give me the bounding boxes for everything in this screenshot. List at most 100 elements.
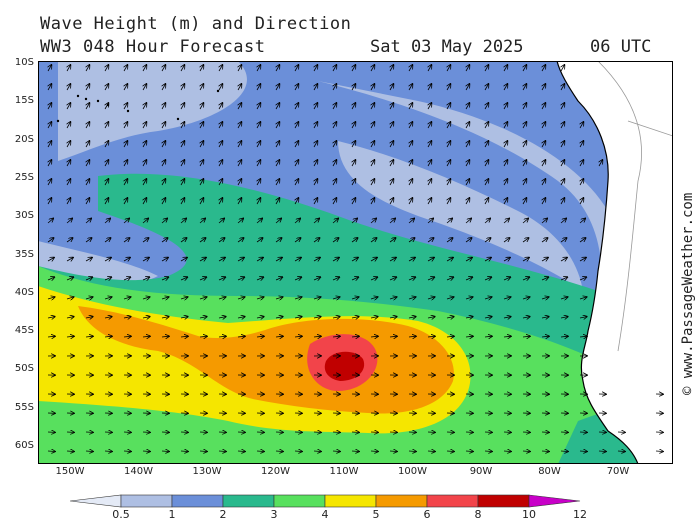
wave-arrow (313, 258, 320, 262)
wave-arrow (67, 103, 71, 110)
wave-arrow (409, 122, 413, 129)
wave-arrow (446, 238, 453, 243)
wave-arrow (332, 451, 340, 452)
legend-tick-label: 10 (522, 508, 536, 521)
wave-arrow (504, 179, 508, 186)
wave-arrow (351, 218, 357, 224)
wave-arrow (313, 238, 320, 243)
wave-arrow (180, 336, 188, 337)
wave-arrow (655, 451, 663, 452)
wave-arrow (66, 277, 73, 280)
wave-arrow (256, 336, 264, 337)
wave-arrow (466, 122, 470, 129)
wave-arrow (295, 65, 299, 72)
wave-arrow (560, 277, 567, 280)
wave-arrow (447, 141, 451, 148)
wave-arrow (104, 451, 112, 452)
wave-arrow (257, 198, 261, 205)
wave-arrow (599, 160, 603, 167)
wave-arrow (390, 103, 394, 110)
wave-arrow (124, 65, 128, 72)
wave-arrow (313, 277, 320, 280)
wave-arrow (162, 198, 166, 205)
wave-arrow (446, 277, 453, 280)
wave-arrow (542, 65, 546, 72)
wave-arrow (66, 336, 74, 337)
longitude-label: 110W (329, 466, 359, 477)
wave-arrow (313, 218, 319, 224)
wave-arrow (256, 238, 263, 243)
wave-arrow (485, 122, 489, 129)
wave-arrow (104, 258, 111, 262)
wave-arrow (66, 451, 74, 452)
wave-arrow (47, 317, 55, 318)
wave-arrow (104, 317, 112, 318)
wave-arrow (370, 451, 378, 452)
wave-arrow (181, 160, 185, 167)
wave-arrow (199, 238, 206, 243)
wave-arrow (351, 297, 359, 299)
wave-arrow (257, 160, 261, 167)
wave-arrow (294, 218, 300, 224)
wave-arrow (447, 103, 451, 110)
wave-arrow (503, 317, 511, 318)
latitude-label: 15S (14, 95, 34, 107)
wave-arrow (390, 141, 394, 148)
wave-arrow (219, 160, 223, 167)
wave-arrow (579, 336, 587, 337)
wave-arrow (561, 160, 565, 167)
wave-arrow (199, 297, 207, 299)
wave-arrow (390, 84, 394, 91)
wave-arrow (466, 103, 470, 110)
wave-arrow (181, 65, 185, 72)
wave-arrow (580, 141, 584, 148)
wave-arrow (275, 258, 282, 262)
wave-arrow (66, 238, 73, 243)
wave-arrow (161, 218, 167, 224)
wave-arrow (85, 218, 91, 224)
wave-arrow (181, 122, 185, 129)
wave-arrow (351, 336, 359, 337)
wave-arrow (295, 179, 299, 186)
wave-arrow (142, 238, 149, 243)
wave-arrow (66, 317, 74, 318)
wave-arrow (579, 297, 587, 299)
wave-arrow (161, 317, 169, 318)
wave-arrow (257, 65, 261, 72)
wave-arrow (200, 160, 204, 167)
wave-arrow (389, 451, 397, 452)
wave-arrow (294, 277, 301, 280)
wave-arrow (256, 297, 264, 299)
latitude-label: 50S (14, 363, 34, 375)
wave-arrow (199, 277, 206, 280)
wave-arrow (123, 451, 131, 452)
wave-arrow (371, 65, 375, 72)
wave-arrow (200, 141, 204, 148)
wave-map[interactable] (38, 61, 673, 464)
wave-arrow (199, 451, 207, 452)
wave-arrow (447, 65, 451, 72)
wave-arrow (66, 258, 73, 262)
wave-arrow (389, 297, 397, 299)
wave-arrow (199, 336, 207, 337)
wave-arrow (427, 451, 435, 452)
latitude-label: 35S (14, 248, 34, 260)
wave-arrow (313, 336, 321, 337)
wave-arrow (276, 141, 280, 148)
latitude-label: 20S (14, 133, 34, 145)
wave-arrow (333, 103, 337, 110)
wave-arrow (465, 258, 472, 262)
wave-arrow (560, 258, 567, 262)
wave-arrow (371, 103, 375, 110)
wave-arrow (428, 198, 432, 205)
wave-arrow (541, 238, 548, 243)
wave-arrow (105, 179, 109, 186)
wave-arrow (314, 198, 318, 205)
latitude-label: 10S (14, 57, 34, 68)
wave-arrow (294, 238, 301, 243)
wave-arrow (180, 238, 187, 243)
wave-arrow (579, 238, 586, 243)
wave-arrow (256, 218, 262, 224)
wave-arrow (485, 160, 489, 167)
wave-arrow (504, 122, 508, 129)
